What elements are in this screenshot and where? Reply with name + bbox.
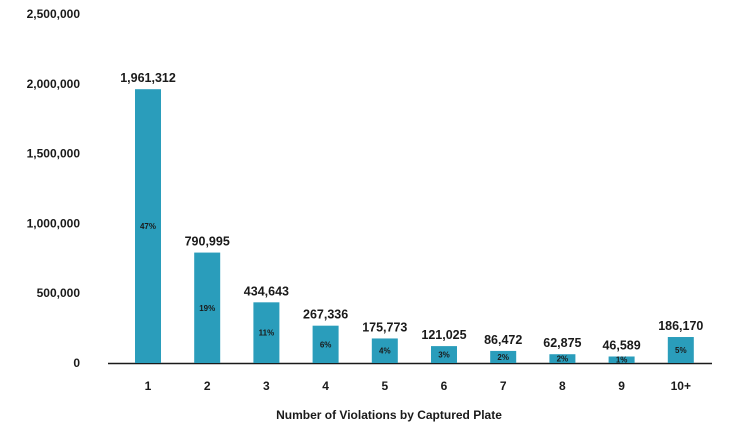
bar-percent-label: 47% (140, 222, 156, 231)
bar (135, 89, 161, 364)
bar (608, 356, 635, 363)
bar (312, 325, 339, 363)
bar-value-label: 86,472 (484, 333, 522, 347)
bar (667, 337, 694, 363)
x-axis-title: Number of Violations by Captured Plate (276, 408, 502, 422)
value-labels: 1,961,312 790,995 434,643 267,336 175,773 121… (120, 71, 703, 352)
bar-percent-label: 3% (438, 351, 450, 360)
bar-percent-label: 4% (379, 347, 391, 356)
bar-percent-label: 2% (497, 353, 509, 362)
bar-percent-label: 19% (199, 304, 215, 313)
y-tick-label: 0 (73, 356, 80, 370)
y-tick-label: 500,000 (37, 286, 81, 300)
x-tick-label: 1 (145, 379, 152, 393)
x-axis-ticks: 1 2 3 4 5 6 7 8 9 10+ (145, 379, 691, 393)
x-tick-label: 10+ (671, 379, 691, 393)
x-tick-label: 3 (263, 379, 270, 393)
bar-value-label: 434,643 (244, 284, 289, 298)
bar (253, 302, 280, 363)
x-tick-label: 8 (559, 379, 566, 393)
bar (371, 338, 398, 363)
bar (194, 252, 221, 363)
bar-percent-label: 6% (320, 340, 332, 349)
x-tick-label: 7 (500, 379, 507, 393)
percent-labels: 47% 19% 11% 6% 4% 3% 2% 2% 1% 5% (140, 222, 687, 365)
x-tick-label: 6 (441, 379, 448, 393)
bar-percent-label: 11% (259, 329, 275, 338)
bar-value-label: 46,589 (602, 338, 640, 352)
bar-value-label: 790,995 (185, 235, 230, 249)
bar-percent-label: 2% (557, 355, 569, 364)
y-tick-label: 1,500,000 (27, 147, 81, 161)
y-tick-label: 1,000,000 (27, 216, 81, 230)
x-tick-label: 2 (204, 379, 211, 393)
bars (135, 89, 694, 364)
bar-value-label: 186,170 (658, 319, 703, 333)
bar-percent-label: 1% (616, 356, 628, 365)
bar-value-label: 175,773 (362, 320, 407, 334)
bar-value-label: 121,025 (421, 328, 466, 342)
x-tick-label: 4 (322, 379, 329, 393)
bar-value-label: 1,961,312 (120, 71, 176, 85)
x-tick-label: 9 (618, 379, 625, 393)
bar-value-label: 267,336 (303, 308, 348, 322)
bar (490, 350, 517, 363)
bar (549, 354, 576, 363)
y-axis-ticks: 0 500,000 1,000,000 1,500,000 2,000,000 2,500… (27, 7, 81, 370)
bar (431, 346, 457, 363)
y-tick-label: 2,000,000 (27, 77, 81, 91)
bar-value-label: 62,875 (543, 336, 581, 350)
y-tick-label: 2,500,000 (27, 7, 81, 21)
bar-percent-label: 5% (675, 346, 687, 355)
x-tick-label: 5 (381, 379, 388, 393)
